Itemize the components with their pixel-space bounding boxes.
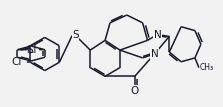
Text: S: S	[26, 45, 33, 55]
Text: S: S	[72, 30, 79, 40]
Text: S: S	[72, 30, 79, 40]
Text: CH₃: CH₃	[200, 63, 214, 72]
Text: O: O	[131, 86, 139, 96]
Text: N: N	[151, 49, 158, 59]
Text: N: N	[154, 30, 161, 39]
Text: Cl: Cl	[11, 57, 21, 67]
Text: Cl: Cl	[26, 45, 37, 55]
